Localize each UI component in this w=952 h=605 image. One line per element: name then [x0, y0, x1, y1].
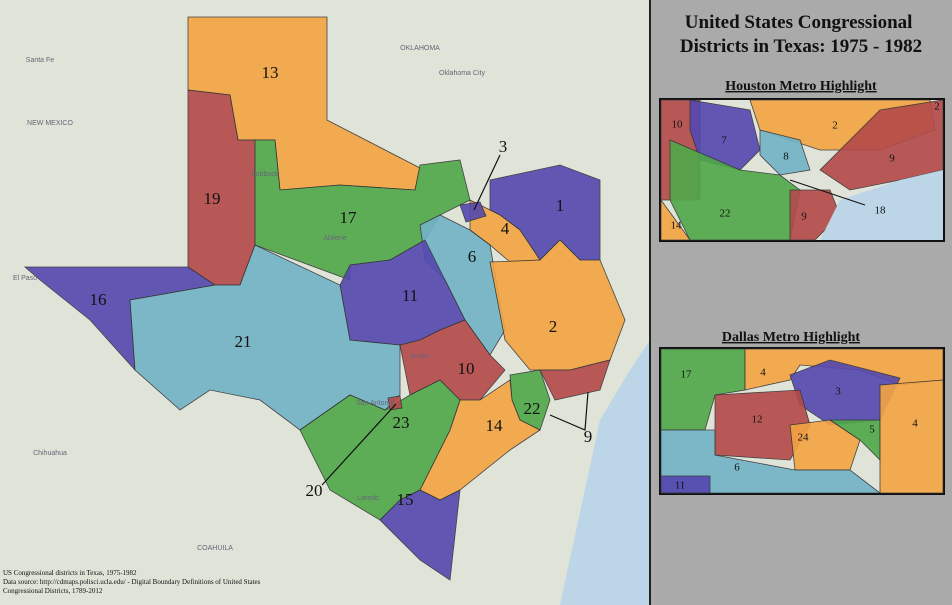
inset-label: 5 — [869, 424, 875, 436]
district-label: 15 — [397, 490, 414, 509]
houston-inset: 10 7 2 2 8 9 18 22 14 9 — [659, 98, 945, 242]
district-2 — [489, 239, 626, 371]
inset-label: 6 — [734, 462, 740, 474]
inset-label: 14 — [671, 220, 683, 232]
district-label: 22 — [524, 399, 541, 418]
district-label: 1 — [556, 196, 565, 215]
inset-label: 2 — [832, 120, 838, 132]
district-label: 10 — [458, 359, 475, 378]
source-note: Congressional Districts, 1789-2012 — [3, 587, 103, 595]
district-label: 13 — [262, 63, 279, 82]
district-23 — [299, 379, 461, 521]
district-label: 9 — [584, 427, 593, 446]
inset-district — [759, 129, 811, 176]
place-label: Austin — [410, 353, 430, 360]
district-label: 17 — [340, 208, 358, 227]
source-note: Data source: http://cdmaps.polisci.ucla.… — [3, 578, 261, 586]
inset-district — [660, 475, 711, 494]
district-label: 11 — [402, 286, 418, 305]
place-label: OKLAHOMA — [400, 45, 440, 52]
place-label: Abilene — [323, 235, 346, 242]
inset-label: 4 — [912, 418, 918, 430]
district-label: 23 — [393, 413, 410, 432]
leader-lines — [321, 154, 589, 486]
place-labels: NEW MEXICO OKLAHOMA Oklahoma City Santa … — [13, 45, 486, 552]
inset-label: 12 — [752, 414, 763, 426]
inset-label: 22 — [720, 208, 731, 220]
inset-label: 18 — [875, 205, 887, 217]
title-line: United States Congressional — [685, 12, 913, 33]
place-label: Laredo — [357, 495, 379, 502]
district-label: 3 — [499, 137, 508, 156]
district-20 — [387, 395, 403, 411]
inset-heading: Dallas Metro Highlight — [722, 330, 861, 345]
district-label: 2 — [549, 317, 558, 336]
inset-label: 4 — [760, 367, 766, 379]
texas-districts — [23, 16, 626, 581]
district-15 — [379, 489, 461, 581]
leader-line — [321, 403, 397, 486]
place-label: Santa Fe — [26, 57, 55, 64]
inset-label: 10 — [672, 119, 684, 131]
district-9 — [539, 359, 611, 401]
inset-label: 9 — [889, 153, 895, 165]
title-line: Districts in Texas: 1975 - 1982 — [680, 36, 922, 57]
place-label: San Antonio — [356, 400, 394, 407]
place-label: COAHUILA — [197, 545, 233, 552]
district-label: 19 — [204, 189, 221, 208]
district-label: 20 — [306, 481, 323, 500]
inset-label: 7 — [721, 135, 727, 147]
district-3 — [459, 201, 487, 223]
inset-district — [789, 419, 861, 471]
inset-label: 11 — [675, 480, 686, 492]
inset-label: 8 — [783, 151, 789, 163]
dallas-inset: 17 4 3 12 24 5 4 6 11 — [659, 347, 945, 495]
map-title: United States Congressional Districts in… — [680, 12, 922, 57]
place-label: Oklahoma City — [439, 70, 485, 77]
inset-label: 3 — [835, 386, 841, 398]
inset-district — [879, 379, 944, 494]
gulf-water — [560, 340, 650, 605]
inset-label: 24 — [798, 432, 810, 444]
district-label: 21 — [235, 332, 252, 351]
inset-heading: Houston Metro Highlight — [725, 79, 877, 94]
district-label: 14 — [486, 416, 504, 435]
inset-label: 2 — [934, 101, 940, 113]
inset-water — [820, 170, 943, 240]
district-label: 6 — [468, 247, 477, 266]
place-label: El Paso — [13, 275, 37, 282]
place-label: Chihuahua — [33, 450, 67, 457]
leader-line — [473, 154, 501, 211]
inset-label: 9 — [801, 211, 807, 223]
leader-line — [789, 179, 866, 206]
district-label: 16 — [90, 290, 107, 309]
source-note: US Congressional districts in Texas, 197… — [3, 569, 137, 577]
place-label: NEW MEXICO — [27, 120, 73, 127]
inset-label: 17 — [681, 369, 693, 381]
district-label: 4 — [501, 219, 510, 238]
inset-district — [660, 198, 691, 241]
place-label: Lubbock — [252, 171, 279, 178]
district-labels: 13 19 17 3 1 4 6 16 11 21 2 10 22 9 14 2… — [90, 63, 593, 509]
leader-line — [549, 391, 589, 431]
